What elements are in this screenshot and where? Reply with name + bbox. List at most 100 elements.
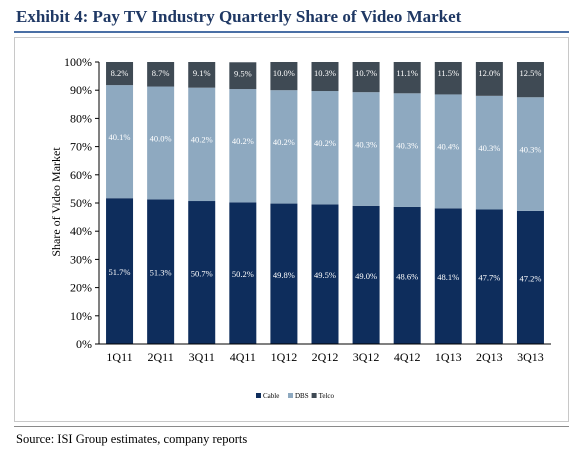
chart-frame [14, 37, 569, 422]
y-tick-label: 50% [70, 196, 92, 210]
bar-segment-cable [188, 201, 216, 344]
bar-segment-dbs [106, 85, 134, 199]
bar-segment-dbs [270, 90, 298, 204]
bar-segment-cable [393, 206, 421, 344]
bar-segment-dbs [188, 87, 216, 202]
bar-segment-telco [188, 62, 216, 88]
data-label-cable: 51.3% [150, 268, 172, 278]
y-axis: 0% 10% 20% 30% 40% 50% 60% 70% 80% 90% 100% [64, 55, 100, 351]
data-label-dbs: 40.2% [273, 137, 295, 147]
bar-segment-cable [106, 198, 134, 344]
bar-segment-cable [270, 203, 298, 344]
data-label-dbs: 40.2% [314, 138, 336, 148]
bar-segment-dbs [475, 95, 503, 210]
y-tick-label: 20% [70, 281, 92, 295]
x-tick-label: 2Q11 [148, 350, 174, 364]
title-rule [14, 31, 569, 33]
data-label-cable: 49.0% [355, 271, 377, 281]
data-label-cable: 47.2% [519, 273, 541, 283]
bar-segment-telco [147, 62, 175, 87]
bar-segment-dbs [516, 97, 544, 211]
y-tick-label: 80% [70, 111, 92, 125]
x-tick-label: 2Q13 [476, 350, 503, 364]
data-label-telco: 12.0% [478, 68, 500, 78]
data-label-dbs: 40.2% [191, 135, 213, 145]
y-tick-label: 70% [70, 140, 92, 154]
data-label-telco: 9.5% [234, 68, 252, 78]
bar-segment-cable [516, 210, 544, 344]
bars: 51.7% 40.1% 8.2% 51.3% 40.0% 8.7% 50.7% 40.2% 9.… [106, 62, 544, 344]
data-label-cable: 50.2% [232, 269, 254, 279]
bar-segment-dbs [352, 92, 380, 206]
legend: Cable DBS Telco [256, 392, 335, 400]
bar-segment-telco [106, 62, 134, 86]
legend-label-dbs: DBS [295, 392, 309, 400]
x-tick-label: 3Q13 [517, 350, 544, 364]
legend-label-telco: Telco [319, 392, 335, 400]
legend-label-cable: Cable [263, 392, 279, 400]
data-label-dbs: 40.2% [232, 136, 254, 146]
data-label-telco: 10.0% [273, 68, 295, 78]
data-label-dbs: 40.3% [478, 143, 500, 153]
x-tick-label: 3Q12 [353, 350, 380, 364]
footer-rule [14, 426, 569, 427]
data-label-telco: 9.1% [193, 68, 211, 78]
y-tick-label: 60% [70, 168, 92, 182]
data-label-telco: 8.2% [111, 68, 129, 78]
data-label-telco: 10.7% [355, 68, 377, 78]
data-label-dbs: 40.3% [355, 139, 377, 149]
data-label-cable: 49.8% [273, 270, 295, 280]
data-label-cable: 49.5% [314, 270, 336, 280]
data-label-dbs: 40.4% [437, 142, 459, 152]
bar-segment-telco [270, 62, 298, 91]
x-tick-label: 4Q11 [230, 350, 256, 364]
bar-segment-dbs [393, 93, 421, 207]
bar-segment-telco [516, 62, 544, 98]
bar-segment-cable [229, 202, 257, 344]
x-tick-label: 1Q12 [271, 350, 298, 364]
bar-segment-telco [434, 62, 462, 95]
data-label-cable: 50.7% [191, 269, 213, 279]
x-tick-label: 2Q12 [312, 350, 339, 364]
data-label-dbs: 40.3% [519, 144, 541, 154]
bar-segment-cable [434, 208, 462, 344]
x-axis: 1Q11 2Q11 3Q11 4Q11 1Q12 2Q12 3Q12 4Q12 1Q13 2Q13… [99, 343, 551, 364]
data-label-dbs: 40.1% [109, 132, 131, 142]
legend-swatch-telco [311, 393, 317, 398]
y-tick-label: 30% [70, 252, 92, 266]
bar-segment-telco [229, 62, 257, 90]
x-tick-label: 1Q13 [435, 350, 462, 364]
bar-segment-cable [147, 199, 175, 344]
y-tick-label: 90% [70, 83, 92, 97]
bar-segment-telco [393, 62, 421, 94]
y-axis-label: Share of Video Market [49, 147, 63, 257]
bar-segment-cable [475, 209, 503, 344]
data-label-cable: 48.6% [396, 271, 418, 281]
data-label-telco: 12.5% [519, 68, 541, 78]
data-label-telco: 10.3% [314, 68, 336, 78]
bar-segment-dbs [434, 94, 462, 209]
y-tick-label: 100% [64, 55, 92, 69]
data-label-cable: 48.1% [437, 272, 459, 282]
bar-segment-telco [475, 62, 503, 96]
legend-swatch-cable [256, 393, 261, 398]
legend-swatch-dbs [288, 393, 293, 398]
data-label-telco: 8.7% [152, 68, 170, 78]
x-tick-label: 3Q11 [189, 350, 215, 364]
bar-segment-cable [311, 204, 339, 344]
data-label-dbs: 40.0% [150, 133, 172, 143]
bar-segment-telco [311, 62, 339, 92]
data-label-dbs: 40.3% [396, 140, 418, 150]
bar-segment-cable [352, 205, 380, 344]
x-tick-label: 1Q11 [106, 350, 132, 364]
y-axis-label-group: Share of Video Market [49, 147, 63, 257]
data-label-telco: 11.1% [396, 68, 418, 78]
bar-segment-dbs [229, 89, 257, 203]
exhibit-title: Exhibit 4: Pay TV Industry Quarterly Sha… [16, 7, 462, 26]
y-tick-label: 40% [70, 224, 92, 238]
y-tick-label: 10% [70, 309, 92, 323]
data-label-cable: 51.7% [109, 267, 131, 277]
bar-segment-telco [352, 62, 380, 93]
data-label-cable: 47.7% [478, 273, 500, 283]
